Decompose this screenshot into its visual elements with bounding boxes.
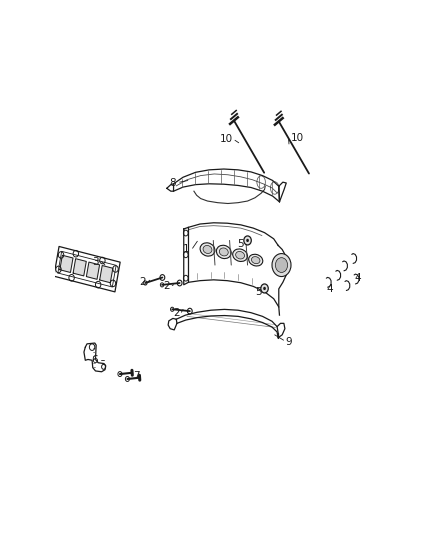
Circle shape — [276, 257, 288, 272]
Circle shape — [244, 236, 251, 245]
Ellipse shape — [216, 245, 231, 259]
Ellipse shape — [203, 246, 212, 254]
Text: 2: 2 — [139, 277, 146, 287]
Polygon shape — [86, 262, 99, 279]
Text: 6: 6 — [92, 356, 98, 365]
Circle shape — [261, 284, 268, 293]
Text: 2: 2 — [173, 309, 180, 319]
Text: 9: 9 — [286, 337, 292, 347]
Text: 10: 10 — [291, 133, 304, 143]
Polygon shape — [100, 265, 113, 282]
Ellipse shape — [251, 256, 260, 264]
Ellipse shape — [200, 243, 215, 256]
Text: 10: 10 — [219, 134, 233, 144]
Text: 1: 1 — [183, 245, 190, 254]
Text: 4: 4 — [326, 284, 333, 294]
Ellipse shape — [219, 248, 228, 256]
Text: 2: 2 — [163, 280, 170, 290]
Polygon shape — [60, 255, 73, 272]
Ellipse shape — [233, 249, 247, 262]
Circle shape — [246, 239, 249, 242]
Text: 4: 4 — [354, 273, 361, 283]
Text: 7: 7 — [134, 371, 140, 381]
Ellipse shape — [249, 254, 263, 266]
Ellipse shape — [236, 252, 244, 259]
Circle shape — [272, 254, 291, 277]
Circle shape — [263, 287, 266, 290]
Polygon shape — [73, 259, 86, 276]
Text: 8: 8 — [170, 178, 176, 188]
Text: 3: 3 — [92, 257, 99, 267]
Text: 5: 5 — [237, 239, 244, 249]
Text: 5: 5 — [255, 287, 262, 297]
